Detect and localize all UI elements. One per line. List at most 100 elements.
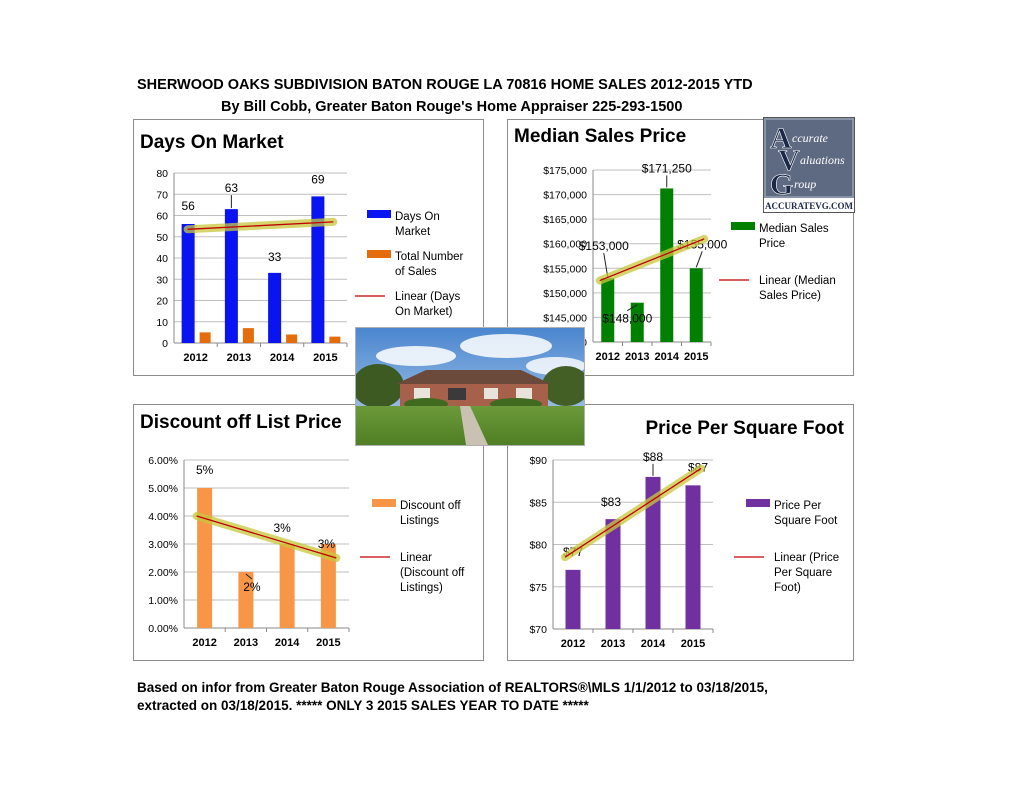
discount-off-list-price-chart: Discount off List Price 0.00% 1.00% 2.00% 3.…	[133, 404, 484, 661]
legend-label: Listings	[400, 515, 439, 527]
y-tick-label: 6.00%	[148, 455, 178, 467]
trendline	[599, 238, 705, 282]
y-tick-label: 2.00%	[148, 567, 178, 579]
footer-extraction-note: extracted on 03/18/2015. ***** ONLY 3 20…	[137, 698, 589, 713]
total-number-of-sales-bar-2014	[286, 334, 298, 343]
x-tick-label: 2014	[270, 352, 295, 364]
trendline	[564, 467, 702, 558]
x-tick-label: 2014	[655, 351, 680, 363]
discount-off-listings-bar-2012	[197, 488, 213, 628]
data-label: $88	[643, 450, 663, 464]
x-tick-label: 2014	[641, 638, 666, 650]
y-tick-label: 70	[156, 189, 168, 201]
legend-label: Total Number	[395, 251, 464, 263]
y-tick-label: 30	[156, 274, 168, 286]
x-tick-label: 2012	[192, 637, 216, 649]
y-tick-label: $85	[529, 497, 547, 509]
chart-title: Price Per Square Foot	[645, 418, 844, 439]
data-label: 56	[181, 199, 195, 213]
y-tick-label: $75	[529, 582, 547, 594]
y-tick-label: 50	[156, 232, 168, 244]
y-tick-label: $170,000	[543, 190, 587, 202]
y-tick-label: $80	[529, 540, 547, 552]
x-tick-label: 2015	[313, 352, 337, 364]
data-label: 3%	[318, 537, 336, 551]
data-label: $171,250	[642, 161, 692, 175]
logo-letter-g: G	[770, 168, 793, 201]
y-tick-label: $160,000	[543, 239, 587, 251]
days-on-market-bar-2015	[311, 196, 325, 343]
median-sales-price-bar-2015	[689, 268, 703, 342]
legend-label: On Market)	[395, 306, 453, 318]
discount-off-listings-bar-2013	[238, 572, 254, 628]
price-per-square-foot-bar-2012	[565, 569, 581, 629]
x-tick-label: 2012	[183, 352, 207, 364]
data-label: $83	[601, 495, 621, 509]
legend-label: Days On	[395, 211, 440, 223]
data-label: 33	[268, 250, 282, 264]
data-label: $153,000	[579, 239, 629, 253]
logo-text-a: ccurate	[792, 131, 829, 145]
legend-label: Square Foot	[774, 515, 838, 527]
logo-text-g: roup	[794, 177, 816, 191]
x-tick-label: 2012	[561, 638, 585, 650]
chart-title: Discount off List Price	[140, 412, 342, 433]
total-number-of-sales-bar-2013	[242, 328, 254, 343]
data-label: 2%	[243, 580, 261, 594]
legend-label: Median Sales	[759, 223, 829, 235]
discount-off-listings-bar-2015	[320, 544, 336, 628]
y-tick-label: 60	[156, 211, 168, 223]
legend-label: Per Square	[774, 567, 832, 579]
page-title: SHERWOOD OAKS SUBDIVISION BATON ROUGE LA…	[137, 77, 753, 93]
legend-label: Market	[395, 226, 431, 238]
y-tick-label: 80	[156, 168, 168, 180]
footer-source-note: Based on infor from Greater Baton Rouge …	[137, 680, 768, 695]
y-tick-label: $155,000	[543, 263, 587, 275]
house-photo	[355, 327, 585, 446]
logo-text-v: aluations	[800, 153, 845, 167]
days-on-market-bar-2014	[268, 272, 282, 343]
legend-swatch	[731, 222, 755, 230]
legend-swatch	[367, 250, 391, 258]
logo-url: ACCURATEVG.COM	[765, 201, 854, 211]
y-tick-label: $175,000	[543, 165, 587, 177]
y-tick-label: $70	[529, 624, 547, 636]
y-tick-label: $145,000	[543, 312, 587, 324]
legend-label: Linear (Price	[774, 552, 839, 564]
days-on-market-chart: Days On Market 0 10 20 30 40 50 60 70 80 2012 2013 2…	[133, 119, 484, 376]
trendline	[196, 515, 337, 559]
y-tick-label: 0.00%	[148, 623, 178, 635]
legend-label: Price	[759, 238, 785, 250]
legend-label: Linear (Days	[395, 291, 460, 303]
price-per-square-foot-bar-2013	[605, 519, 621, 629]
legend-swatch	[372, 499, 396, 507]
x-tick-label: 2015	[316, 637, 340, 649]
data-label: 63	[225, 181, 239, 195]
y-tick-label: 1.00%	[148, 595, 178, 607]
company-logo: A ccurate V aluations G roup ACCURATEVG.…	[763, 117, 855, 213]
data-label: 5%	[196, 463, 214, 477]
x-tick-label: 2013	[625, 351, 649, 363]
trendline	[187, 221, 334, 230]
median-sales-price-bar-2013	[630, 302, 644, 342]
legend-label: of Sales	[395, 266, 437, 278]
legend-label: Price Per	[774, 500, 821, 512]
y-tick-label: 0	[162, 338, 168, 350]
logo-letter-a: A	[770, 122, 792, 155]
x-tick-label: 2013	[601, 638, 625, 650]
logo-letter-v: V	[778, 144, 800, 177]
y-tick-label: 4.00%	[148, 511, 178, 523]
x-tick-label: 2013	[227, 352, 251, 364]
x-tick-label: 2014	[275, 637, 300, 649]
legend-label: Linear	[400, 552, 432, 564]
leader-line	[626, 304, 638, 312]
leader-line	[245, 573, 253, 580]
price-per-square-foot-bar-2014	[645, 476, 661, 629]
x-tick-label: 2012	[596, 351, 620, 363]
chart-title: Median Sales Price	[514, 126, 686, 147]
y-tick-label: $90	[529, 455, 547, 467]
data-label: 3%	[273, 521, 291, 535]
legend-label: (Discount off	[400, 567, 465, 579]
y-tick-label: 5.00%	[148, 483, 178, 495]
x-tick-label: 2013	[234, 637, 258, 649]
